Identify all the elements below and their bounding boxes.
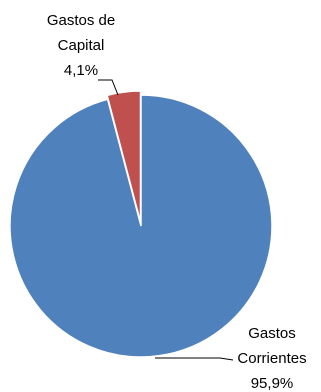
label-gastos-de-capital-value: 4,1%	[64, 62, 98, 79]
label-gastos-corrientes-value: 95,9%	[251, 375, 294, 392]
leader-line-gastos-de-capital	[98, 79, 119, 96]
label-gastos-corrientes-line2: Corrientes	[237, 350, 306, 367]
pie-slices	[9, 90, 273, 358]
pie-slice-gastos-corrientes	[9, 94, 273, 358]
pie-slice-gastos-de-capital	[106, 90, 142, 223]
label-gastos-de-capital-line2: Capital	[58, 37, 105, 54]
label-gastos-de-capital-line1: Gastos de	[47, 12, 115, 29]
label-gastos-corrientes-line1: Gastos	[248, 325, 296, 342]
leader-line-gastos-corrientes	[155, 357, 234, 361]
